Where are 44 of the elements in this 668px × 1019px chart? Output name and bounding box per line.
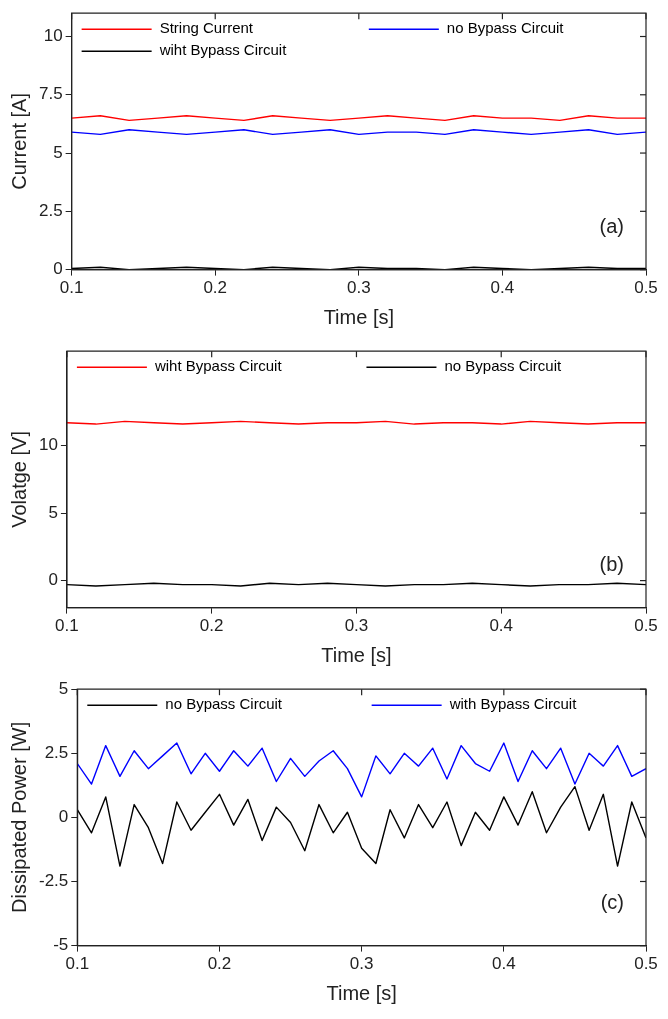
legend-label: no Bypass Circuit bbox=[446, 19, 565, 37]
annotation: (a) bbox=[599, 215, 624, 238]
y-tick-label: -2.5 bbox=[39, 871, 69, 891]
y-axis-title: Volatge [V] bbox=[7, 431, 30, 528]
x-tick-label: 0.4 bbox=[489, 616, 514, 636]
x-tick-label: 0.5 bbox=[634, 954, 658, 974]
x-axis-title: Time [s] bbox=[321, 643, 392, 666]
x-tick-label: 0.5 bbox=[634, 278, 658, 298]
y-axis-title: Current [A] bbox=[7, 93, 30, 190]
legend-label: wiht Bypass Circuit bbox=[153, 357, 283, 375]
y-tick-label: 0 bbox=[58, 807, 69, 827]
y-tick-label: 10 bbox=[38, 435, 58, 455]
x-tick-label: 0.1 bbox=[55, 616, 79, 636]
x-axis-title: Time [s] bbox=[326, 981, 397, 1004]
y-tick-label: -5 bbox=[53, 935, 69, 955]
y-tick-label: 5 bbox=[53, 142, 63, 162]
x-tick-label: 0.2 bbox=[203, 278, 228, 298]
x-tick-label: 0.4 bbox=[492, 954, 516, 974]
x-tick-label: 0.3 bbox=[344, 616, 369, 636]
x-tick-label: 0.4 bbox=[490, 278, 515, 298]
legend-label: no Bypass Circuit bbox=[444, 357, 562, 375]
x-tick-label: 0.2 bbox=[199, 616, 224, 636]
annotation: (b) bbox=[599, 553, 624, 576]
x-tick-label: 0.3 bbox=[349, 954, 374, 974]
y-tick-label: 0 bbox=[48, 570, 58, 590]
x-tick-label: 0.1 bbox=[65, 954, 90, 974]
y-tick-label: 2.5 bbox=[44, 742, 69, 762]
y-tick-label: 0 bbox=[53, 259, 63, 279]
legend-label: String Current bbox=[159, 19, 254, 37]
legend-label: no Bypass Circuit bbox=[165, 695, 283, 713]
y-tick-label: 7.5 bbox=[38, 84, 63, 104]
legend-label: wiht Bypass Circuit bbox=[158, 41, 288, 59]
x-tick-label: 0.3 bbox=[347, 278, 371, 298]
legend-label: with Bypass Circuit bbox=[448, 695, 578, 713]
y-tick-label: 5 bbox=[48, 502, 58, 522]
annotation: (c) bbox=[600, 891, 624, 914]
y-axis-title: Dissipated Power [W] bbox=[7, 721, 30, 913]
y-tick-label: 5 bbox=[58, 678, 69, 698]
x-tick-label: 0.5 bbox=[634, 616, 658, 636]
y-tick-label: 2.5 bbox=[38, 201, 63, 221]
y-tick-label: 10 bbox=[43, 26, 63, 46]
x-tick-label: 0.2 bbox=[207, 954, 232, 974]
x-tick-label: 0.1 bbox=[59, 278, 84, 298]
x-axis-title: Time [s] bbox=[323, 305, 394, 328]
